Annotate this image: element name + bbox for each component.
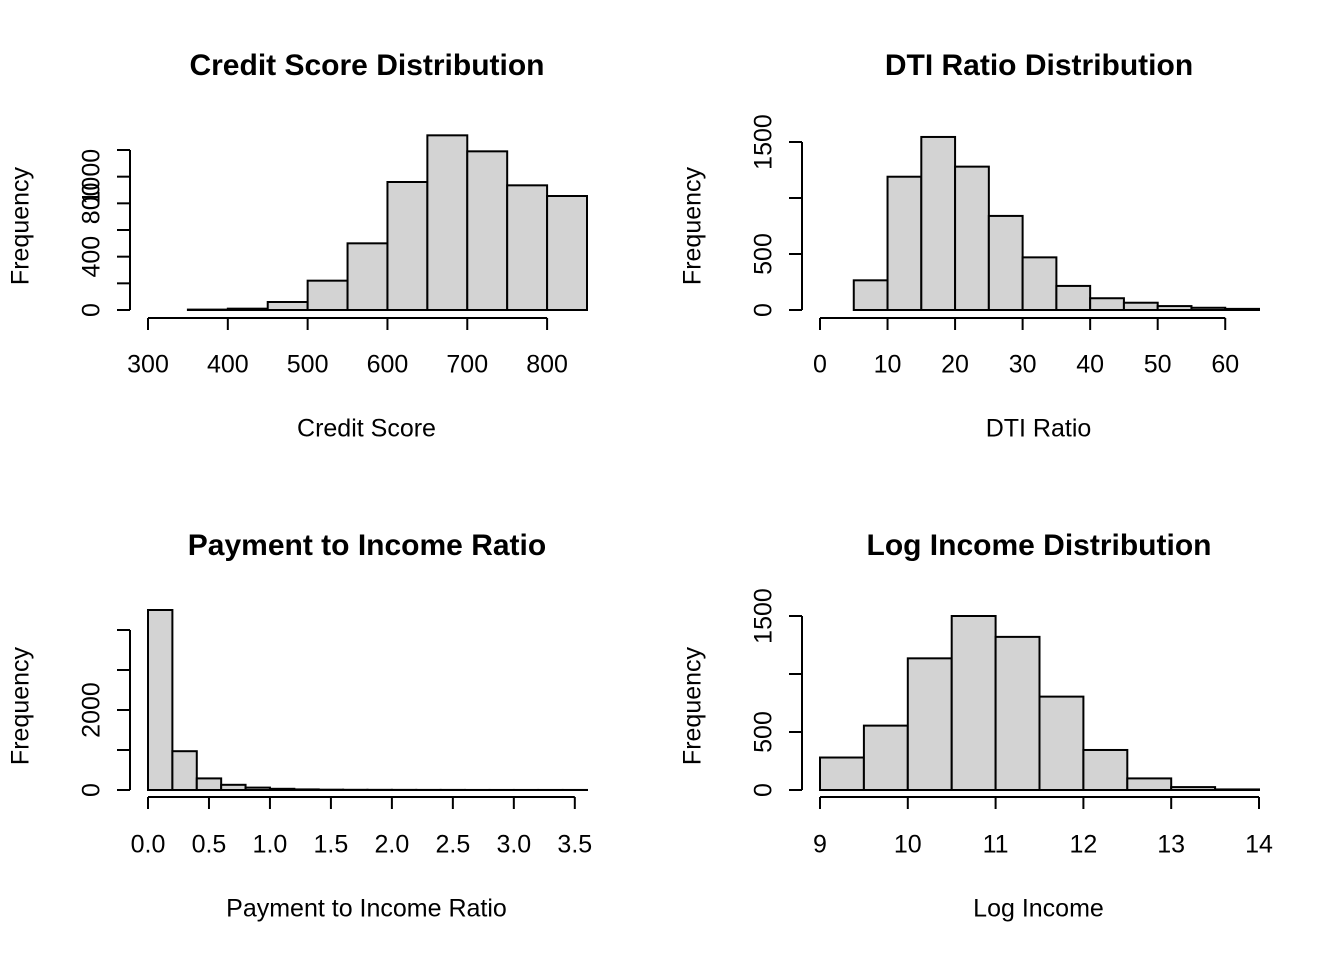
x-tick-label: 60 [1211, 351, 1239, 379]
histogram-panel-1: Credit Score Distribution 300 400 500 600 700… [7, 49, 588, 443]
y-axis-label: Frequency [679, 646, 707, 765]
x-tick-label: 0.5 [192, 831, 227, 859]
x-tick-label: 300 [127, 351, 169, 379]
histogram-bar [244, 786, 271, 791]
x-tick-label: 0.0 [131, 831, 166, 859]
x-tick-label: 800 [526, 351, 568, 379]
x-axis-label: Log Income [973, 895, 1104, 923]
histogram-bar [306, 279, 349, 311]
y-tick-label: 1000 [78, 149, 106, 205]
histogram-bar [268, 787, 296, 791]
histogram-bar [226, 307, 269, 311]
y-tick-label: 400 [78, 236, 106, 278]
histogram-bar [266, 301, 309, 311]
histogram-bar [994, 635, 1041, 791]
histogram-bar [386, 181, 429, 311]
histogram-bar [1021, 256, 1058, 311]
x-tick-label: 1.5 [314, 831, 349, 859]
histogram-bar [852, 279, 889, 312]
x-tick-label: 1.0 [253, 831, 288, 859]
histogram-bar [1170, 786, 1217, 791]
y-tick-label: 500 [750, 711, 778, 753]
histogram-bar [1089, 297, 1125, 311]
histogram-bar [1224, 307, 1260, 312]
y-tick-label: 500 [750, 233, 778, 275]
histogram-bar [862, 724, 909, 791]
histogram-panel-4: Log Income Distribution 9 10 11 12 13 14 0 500 15… [679, 529, 1273, 923]
histogram-panel-2: DTI Ratio Distribution 0 10 20 30 40 50 60 0 500 1… [679, 49, 1260, 443]
x-tick-label: 600 [367, 351, 409, 379]
y-axis-label: Frequency [7, 166, 35, 285]
histogram-bar [906, 657, 953, 792]
histogram-bar [426, 134, 469, 311]
y-tick-label: 0 [78, 303, 106, 317]
chart-title: DTI Ratio Distribution [885, 49, 1193, 82]
y-tick-label: 0 [78, 783, 106, 797]
x-tick-label: 9 [813, 831, 827, 859]
y-tick-label: 1500 [750, 588, 778, 644]
x-axis-label: DTI Ratio [986, 415, 1092, 443]
x-tick-label: 40 [1076, 351, 1104, 379]
y-tick-label: 0 [750, 783, 778, 797]
x-tick-label: 0 [813, 351, 827, 379]
y-tick-label: 0 [750, 303, 778, 317]
y-tick-label: 2000 [78, 682, 106, 738]
x-tick-label: 14 [1245, 831, 1273, 859]
histogram-bar [506, 184, 549, 311]
histogram-bar [1126, 777, 1173, 792]
x-tick-label: 500 [287, 351, 329, 379]
histogram-bar [220, 783, 247, 791]
histogram-bar [147, 609, 174, 791]
x-tick-label: 10 [894, 831, 922, 859]
x-tick-label: 11 [983, 831, 1009, 859]
x-tick-label: 30 [1009, 351, 1037, 379]
x-tick-label: 20 [941, 351, 969, 379]
histogram-panel-3: Payment to Income Ratio 0.0 0.5 1.0 1.5 2.0 2.… [7, 529, 593, 923]
x-tick-label: 400 [207, 351, 249, 379]
histogram-bar [987, 214, 1024, 311]
histogram-bar [466, 150, 509, 311]
histogram-bar [1214, 788, 1260, 791]
histogram-bar [293, 788, 320, 792]
histogram-bar [1156, 305, 1193, 311]
y-tick-label: 800 [78, 182, 106, 224]
chart-title: Credit Score Distribution [189, 49, 544, 82]
x-tick-label: 13 [1157, 831, 1185, 859]
x-tick-label: 2.0 [375, 831, 410, 859]
y-axis-label: Frequency [7, 646, 35, 765]
histogram-bar [886, 175, 923, 311]
histogram-bar [1190, 306, 1227, 312]
x-axis-label: Credit Score [297, 415, 436, 443]
histogram-bar [950, 615, 997, 791]
histogram-bar [1082, 748, 1129, 791]
histogram-bar [954, 165, 990, 311]
x-tick-label: 10 [874, 351, 902, 379]
x-tick-label: 12 [1069, 831, 1097, 859]
x-tick-label: 700 [446, 351, 488, 379]
histogram-bar [195, 777, 223, 792]
histogram-bar [1122, 301, 1159, 312]
y-tick-label: 1500 [750, 114, 778, 170]
histogram-bar [920, 135, 957, 311]
x-tick-label: 3.5 [557, 831, 592, 859]
x-axis-label: Payment to Income Ratio [226, 895, 507, 923]
histogram-bar [171, 750, 198, 792]
histogram-bar [346, 242, 389, 311]
x-tick-label: 50 [1144, 351, 1172, 379]
histogram-bar [546, 195, 588, 311]
histogram-bar [1038, 695, 1085, 791]
chart-title: Log Income Distribution [867, 529, 1212, 562]
x-tick-label: 2.5 [435, 831, 470, 859]
chart-title: Payment to Income Ratio [188, 529, 546, 562]
x-tick-label: 3.0 [496, 831, 531, 859]
histogram-bar [1055, 284, 1092, 312]
histogram-bar [819, 756, 865, 792]
y-axis-label: Frequency [679, 166, 707, 285]
